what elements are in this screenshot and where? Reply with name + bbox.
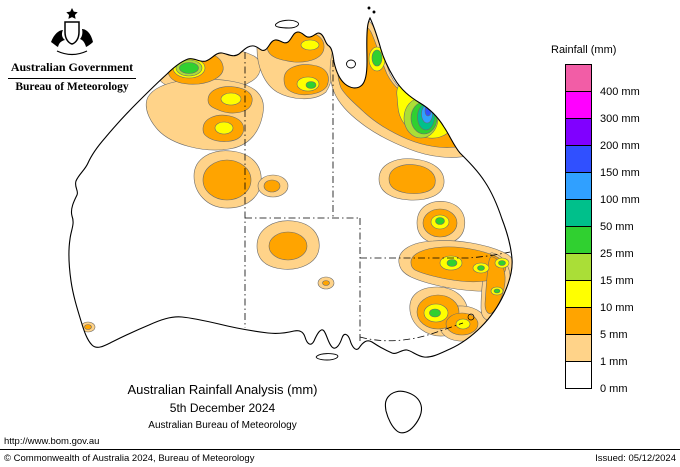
footer-copyright: © Commonwealth of Australia 2024, Bureau… [4,453,255,464]
government-title: Australian Government [10,60,134,74]
map-date: 5th December 2024 [169,401,276,415]
legend-swatch: 400 mm [565,64,640,98]
legend-label: 100 mm [600,194,640,206]
legend-swatch: 0 mm [565,361,628,395]
act-border [467,313,475,321]
map-title: Australian Rainfall Analysis (mm) [127,382,318,397]
footer-divider [0,449,680,450]
legend-swatch: 150 mm [565,145,640,179]
coastline [68,16,513,434]
legend-label: 5 mm [600,329,628,341]
header-divider [8,78,136,79]
legend-label: 15 mm [600,275,634,287]
legend-label: 25 mm [600,248,634,260]
legend-swatch: 1 mm [565,334,628,368]
legend-label: 50 mm [600,221,634,233]
legend-entries: 400 mm 300 mm 200 mm 150 mm 100 mm 50 mm 25 mm… [565,64,677,395]
legend-label: 400 mm [600,86,640,98]
legend-swatch: 300 mm [565,91,640,125]
legend: Rainfall (mm) 400 mm 300 mm 200 mm 150 mm 10… [549,44,677,395]
map-captions: Australian Rainfall Analysis (mm) 5th De… [60,382,385,431]
legend-title: Rainfall (mm) [551,44,617,56]
coat-of-arms-icon [51,8,93,56]
footer: © Commonwealth of Australia 2024, Bureau… [0,452,680,467]
legend-label: 300 mm [600,113,640,125]
header: Australian Government Bureau of Meteorol… [6,4,138,93]
legend-label: 200 mm [600,140,640,152]
legend-swatch: 25 mm [565,226,634,260]
state-borders [244,52,511,343]
legend-swatch: 200 mm [565,118,640,152]
legend-swatch: 10 mm [565,280,634,314]
legend-swatch: 5 mm [565,307,628,341]
rainfall-contours [80,18,513,342]
bureau-title: Bureau of Meteorology [15,81,129,93]
bom-url: http://www.bom.gov.au [4,436,100,447]
islands [274,6,376,361]
legend-swatch: 15 mm [565,253,634,287]
legend-swatch: 100 mm [565,172,640,206]
legend-label: 1 mm [600,356,628,368]
legend-swatch: 50 mm [565,199,634,233]
map-organisation: Australian Bureau of Meteorology [148,420,297,431]
legend-label: 10 mm [600,302,634,314]
legend-label: 150 mm [600,167,640,179]
legend-label: 0 mm [600,383,628,395]
footer-issued-date: Issued: 05/12/2024 [595,453,676,464]
